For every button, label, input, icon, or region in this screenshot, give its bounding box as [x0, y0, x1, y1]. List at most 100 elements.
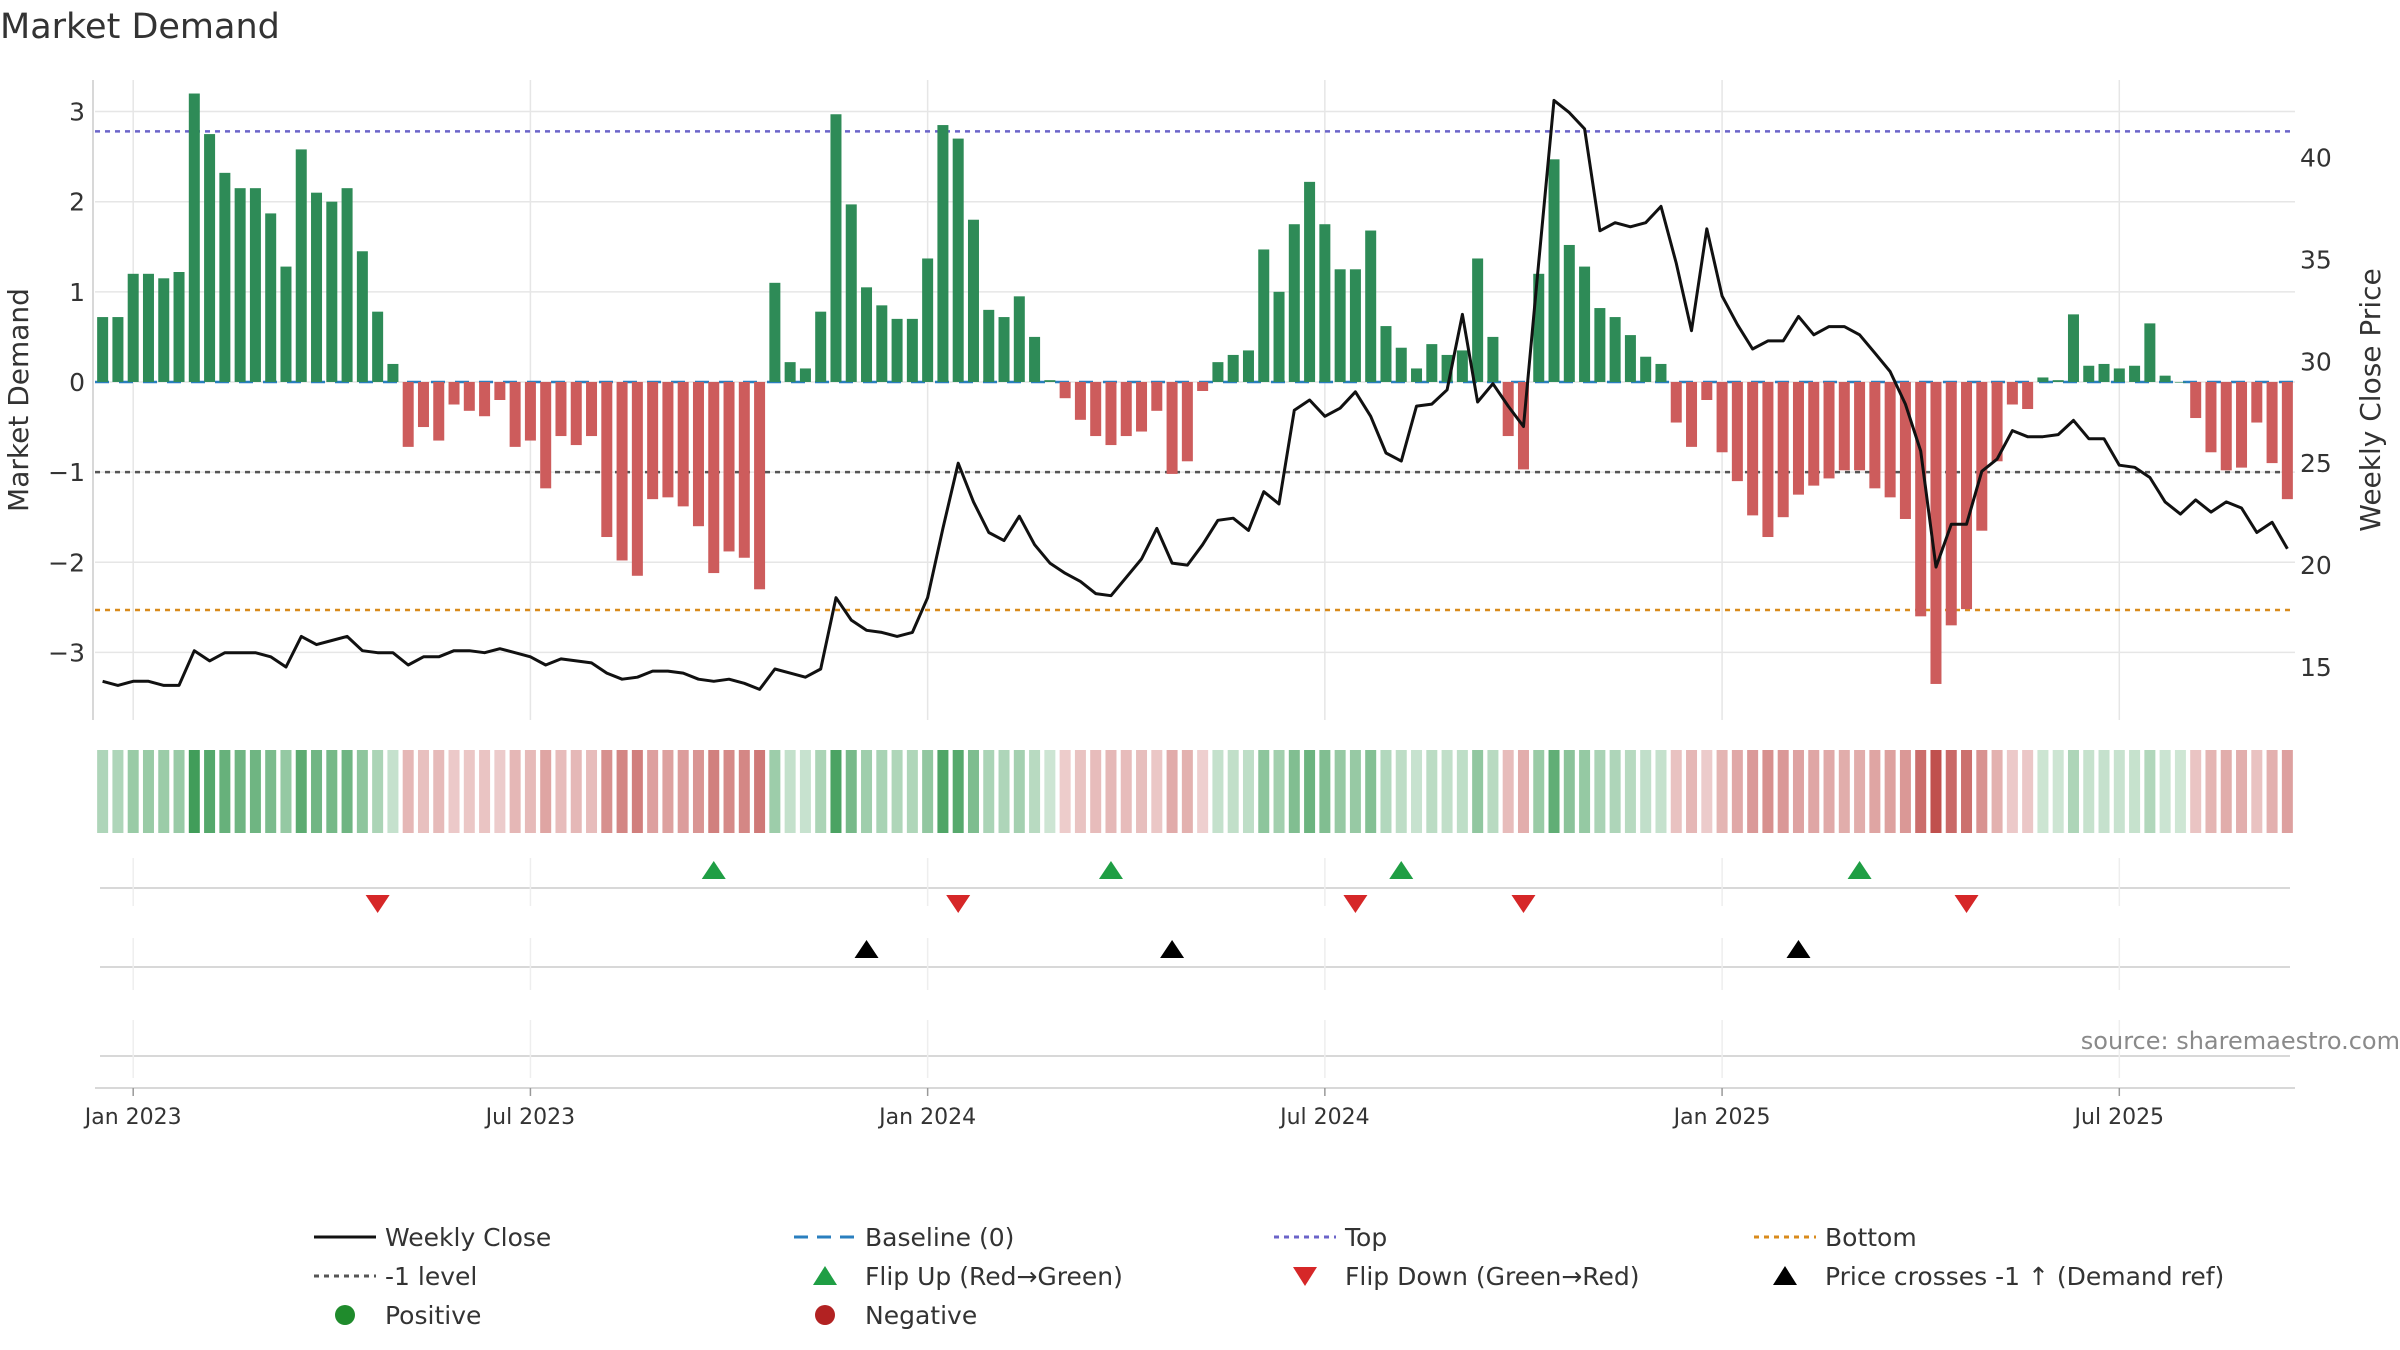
demand-bar: [1609, 317, 1621, 382]
heat-cell: [1166, 750, 1178, 833]
demand-bar: [234, 188, 246, 382]
demand-bar: [1777, 381, 1789, 518]
demand-bar: [356, 251, 368, 382]
heat-cell: [1365, 750, 1377, 833]
heat-cell: [1548, 750, 1560, 833]
flip-up-marker: [701, 861, 726, 879]
heat-cell: [1823, 750, 1835, 833]
heat-cell: [1212, 750, 1224, 833]
demand-bar: [127, 273, 139, 382]
heat-cell: [601, 750, 613, 833]
heat-cell: [2174, 750, 2186, 833]
demand-bar: [1640, 356, 1652, 382]
heat-cell: [1380, 750, 1392, 833]
heat-cell: [173, 750, 185, 833]
demand-bar: [2251, 381, 2263, 423]
y2-tick-label: 15: [2300, 653, 2332, 682]
demand-bar: [2144, 323, 2156, 382]
x-tick-label: Jan 2024: [877, 1105, 976, 1130]
demand-bar: [570, 381, 582, 446]
heat-cell: [1609, 750, 1621, 833]
flip-down-marker: [1511, 895, 1536, 913]
heat-cell: [1334, 750, 1346, 833]
demand-bar: [2190, 381, 2202, 419]
demand-bar: [586, 381, 598, 437]
heat-cell: [1411, 750, 1423, 833]
legend-label: Negative: [865, 1301, 977, 1330]
heat-cell: [784, 750, 796, 833]
demand-bar: [2083, 365, 2095, 382]
heat-cell: [2006, 750, 2018, 833]
demand-bar: [1411, 368, 1423, 382]
demand-bar: [1747, 381, 1759, 516]
y-tick-label: −3: [48, 638, 85, 667]
demand-bar: [1823, 381, 1835, 479]
heat-cell: [112, 750, 124, 833]
demand-bar: [2159, 375, 2171, 382]
heat-cell: [2190, 750, 2202, 833]
legend-item: Top: [1274, 1223, 1387, 1252]
heat-cell: [1242, 750, 1254, 833]
demand-bar: [1197, 381, 1209, 391]
heat-cell: [158, 750, 170, 833]
y2-tick-label: 20: [2300, 551, 2332, 580]
demand-bar: [1701, 381, 1713, 400]
heat-cell: [2129, 750, 2141, 833]
heat-cell: [677, 750, 689, 833]
legend-swatch: [335, 1305, 355, 1325]
heat-cell: [1976, 750, 1988, 833]
demand-bar: [1594, 308, 1606, 382]
x-tick-label: Jul 2024: [1278, 1105, 1370, 1130]
heat-cell: [463, 750, 475, 833]
heat-cell: [1961, 750, 1973, 833]
heat-cell: [295, 750, 307, 833]
legend-label: Flip Up (Red→Green): [865, 1262, 1123, 1291]
demand-bar: [799, 368, 811, 382]
heat-cell: [1686, 750, 1698, 833]
demand-bar: [555, 381, 567, 437]
heat-cell: [1869, 750, 1881, 833]
heat-cell: [830, 750, 842, 833]
heat-cell: [1716, 750, 1728, 833]
heat-cell: [1441, 750, 1453, 833]
demand-bar: [754, 381, 766, 590]
heat-cell: [1258, 750, 1270, 833]
demand-bar: [311, 192, 323, 382]
demand-bar: [1151, 381, 1163, 411]
y2-tick-label: 30: [2300, 347, 2332, 376]
demand-bar: [1686, 381, 1698, 447]
demand-bar: [494, 381, 506, 400]
demand-bar: [1762, 381, 1774, 538]
weekly-close-line: [102, 98, 2289, 691]
heat-cell: [1426, 750, 1438, 833]
demand-bar: [952, 138, 964, 382]
demand-bar: [2266, 381, 2278, 464]
heat-cell: [142, 750, 154, 833]
heat-cell: [326, 750, 338, 833]
demand-bar: [463, 381, 475, 411]
legend-label: Bottom: [1825, 1223, 1917, 1252]
demand-bar: [1945, 381, 1957, 626]
demand-bar: [647, 381, 659, 500]
legend-item: -1 level: [314, 1262, 477, 1291]
signal-rows: [100, 858, 2290, 1078]
legend-label: Top: [1344, 1223, 1387, 1252]
heat-cell: [387, 750, 399, 833]
heat-cell: [891, 750, 903, 833]
heat-cell: [311, 750, 323, 833]
heat-cell: [509, 750, 521, 833]
legend-item: Negative: [815, 1301, 977, 1330]
demand-bar: [341, 188, 353, 382]
heat-cell: [417, 750, 429, 833]
heat-cell: [1472, 750, 1484, 833]
price-cross-marker: [1160, 940, 1185, 958]
heat-cell: [1792, 750, 1804, 833]
flip-down-marker: [946, 895, 971, 913]
demand-bar: [1242, 350, 1254, 382]
heat-cell: [1044, 750, 1056, 833]
heat-cell: [1105, 750, 1117, 833]
demand-bar: [2236, 381, 2248, 468]
heat-cell: [876, 750, 888, 833]
heat-cell: [2251, 750, 2263, 833]
demand-bar: [1716, 381, 1728, 453]
